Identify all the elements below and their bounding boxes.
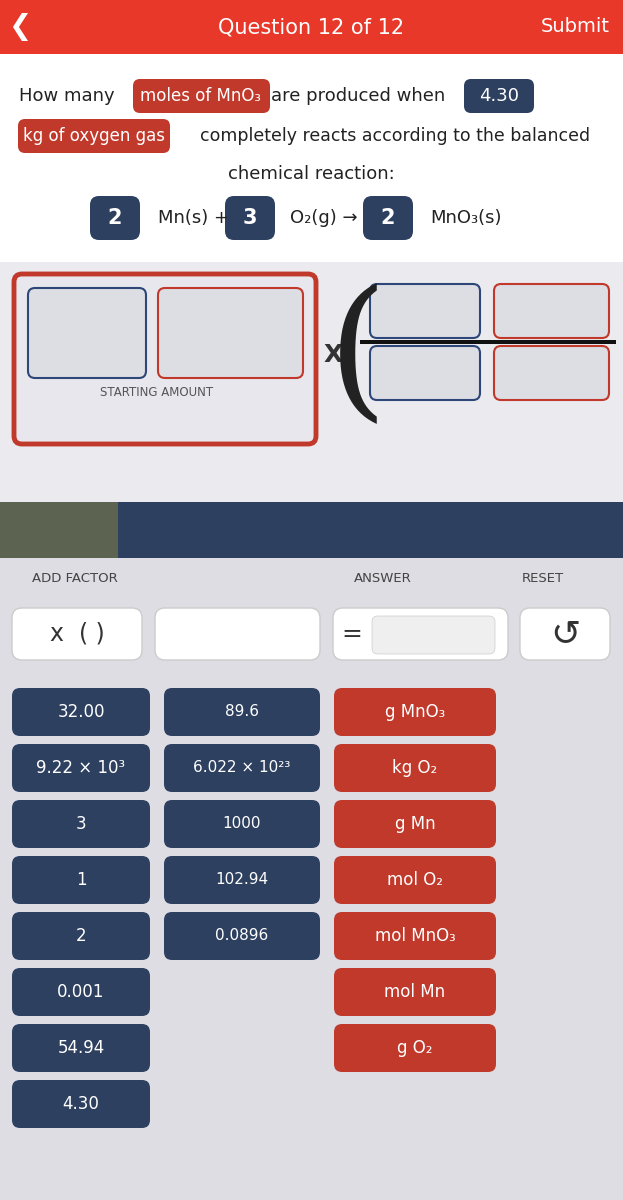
Text: 6.022 × 10²³: 6.022 × 10²³ bbox=[193, 761, 291, 775]
Text: 32.00: 32.00 bbox=[57, 703, 105, 721]
Bar bbox=[0, 54, 623, 364]
Text: (: ( bbox=[328, 283, 388, 432]
FancyBboxPatch shape bbox=[12, 744, 150, 792]
Bar bbox=[0, 502, 118, 558]
Text: g Mn: g Mn bbox=[395, 815, 435, 833]
Text: ↺: ↺ bbox=[550, 617, 580, 650]
FancyBboxPatch shape bbox=[12, 800, 150, 848]
FancyBboxPatch shape bbox=[12, 968, 150, 1016]
Text: 3: 3 bbox=[243, 208, 257, 228]
Text: kg of oxygen gas: kg of oxygen gas bbox=[23, 127, 165, 145]
Text: ADD FACTOR: ADD FACTOR bbox=[32, 571, 118, 584]
Text: mol Mn: mol Mn bbox=[384, 983, 445, 1001]
FancyBboxPatch shape bbox=[164, 912, 320, 960]
FancyBboxPatch shape bbox=[225, 196, 275, 240]
FancyBboxPatch shape bbox=[334, 688, 496, 736]
FancyBboxPatch shape bbox=[12, 608, 142, 660]
Text: completely reacts according to the balanced: completely reacts according to the balan… bbox=[200, 127, 590, 145]
Bar bbox=[0, 0, 623, 54]
FancyBboxPatch shape bbox=[164, 744, 320, 792]
Bar bbox=[360, 340, 616, 344]
Bar bbox=[0, 262, 623, 502]
FancyBboxPatch shape bbox=[12, 1024, 150, 1072]
FancyBboxPatch shape bbox=[164, 856, 320, 904]
FancyBboxPatch shape bbox=[520, 608, 610, 660]
Text: 2: 2 bbox=[381, 208, 395, 228]
FancyBboxPatch shape bbox=[164, 688, 320, 736]
FancyBboxPatch shape bbox=[333, 608, 508, 660]
Text: How many: How many bbox=[19, 86, 115, 104]
FancyBboxPatch shape bbox=[12, 856, 150, 904]
Text: x  ( ): x ( ) bbox=[50, 622, 105, 646]
Text: ANSWER: ANSWER bbox=[354, 571, 412, 584]
Text: moles of MnO₃: moles of MnO₃ bbox=[141, 86, 262, 104]
Text: g O₂: g O₂ bbox=[397, 1039, 433, 1057]
Text: 0.001: 0.001 bbox=[57, 983, 105, 1001]
Text: mol MnO₃: mol MnO₃ bbox=[374, 926, 455, 946]
Text: 2: 2 bbox=[75, 926, 87, 946]
Text: MnO₃(s): MnO₃(s) bbox=[430, 209, 502, 227]
Text: Mn(s) +: Mn(s) + bbox=[158, 209, 229, 227]
FancyBboxPatch shape bbox=[158, 288, 303, 378]
Text: 89.6: 89.6 bbox=[225, 704, 259, 720]
Text: 1000: 1000 bbox=[223, 816, 261, 832]
FancyBboxPatch shape bbox=[12, 1080, 150, 1128]
FancyBboxPatch shape bbox=[494, 346, 609, 400]
FancyBboxPatch shape bbox=[133, 79, 270, 113]
FancyBboxPatch shape bbox=[363, 196, 413, 240]
Text: 0.0896: 0.0896 bbox=[216, 929, 269, 943]
Text: 9.22 × 10³: 9.22 × 10³ bbox=[36, 758, 126, 778]
FancyBboxPatch shape bbox=[372, 616, 495, 654]
Text: 102.94: 102.94 bbox=[216, 872, 269, 888]
Text: 2: 2 bbox=[108, 208, 122, 228]
FancyBboxPatch shape bbox=[370, 284, 480, 338]
FancyBboxPatch shape bbox=[464, 79, 534, 113]
Text: g MnO₃: g MnO₃ bbox=[385, 703, 445, 721]
Text: mol O₂: mol O₂ bbox=[387, 871, 443, 889]
Text: X: X bbox=[323, 343, 343, 367]
FancyBboxPatch shape bbox=[90, 196, 140, 240]
FancyBboxPatch shape bbox=[334, 968, 496, 1016]
Bar bbox=[0, 558, 623, 1200]
FancyBboxPatch shape bbox=[370, 346, 480, 400]
Text: O₂(g) →: O₂(g) → bbox=[290, 209, 358, 227]
Text: =: = bbox=[341, 622, 363, 646]
Text: RESET: RESET bbox=[522, 571, 564, 584]
FancyBboxPatch shape bbox=[14, 274, 316, 444]
Text: 3: 3 bbox=[75, 815, 87, 833]
Text: 4.30: 4.30 bbox=[62, 1094, 100, 1114]
FancyBboxPatch shape bbox=[334, 856, 496, 904]
FancyBboxPatch shape bbox=[12, 912, 150, 960]
Bar bbox=[118, 502, 623, 558]
FancyBboxPatch shape bbox=[334, 912, 496, 960]
FancyBboxPatch shape bbox=[28, 288, 146, 378]
Text: 4.30: 4.30 bbox=[479, 86, 519, 104]
FancyBboxPatch shape bbox=[12, 688, 150, 736]
FancyBboxPatch shape bbox=[334, 1024, 496, 1072]
Text: Question 12 of 12: Question 12 of 12 bbox=[218, 17, 404, 37]
FancyBboxPatch shape bbox=[334, 744, 496, 792]
FancyBboxPatch shape bbox=[164, 800, 320, 848]
Text: chemical reaction:: chemical reaction: bbox=[227, 164, 394, 182]
Text: kg O₂: kg O₂ bbox=[392, 758, 437, 778]
Text: STARTING AMOUNT: STARTING AMOUNT bbox=[100, 385, 213, 398]
FancyBboxPatch shape bbox=[155, 608, 320, 660]
FancyBboxPatch shape bbox=[334, 800, 496, 848]
FancyBboxPatch shape bbox=[18, 119, 170, 152]
Text: 1: 1 bbox=[75, 871, 87, 889]
FancyBboxPatch shape bbox=[494, 284, 609, 338]
Text: ❮: ❮ bbox=[8, 13, 32, 41]
Text: Submit: Submit bbox=[541, 18, 609, 36]
Text: are produced when: are produced when bbox=[271, 86, 445, 104]
Text: 54.94: 54.94 bbox=[57, 1039, 105, 1057]
